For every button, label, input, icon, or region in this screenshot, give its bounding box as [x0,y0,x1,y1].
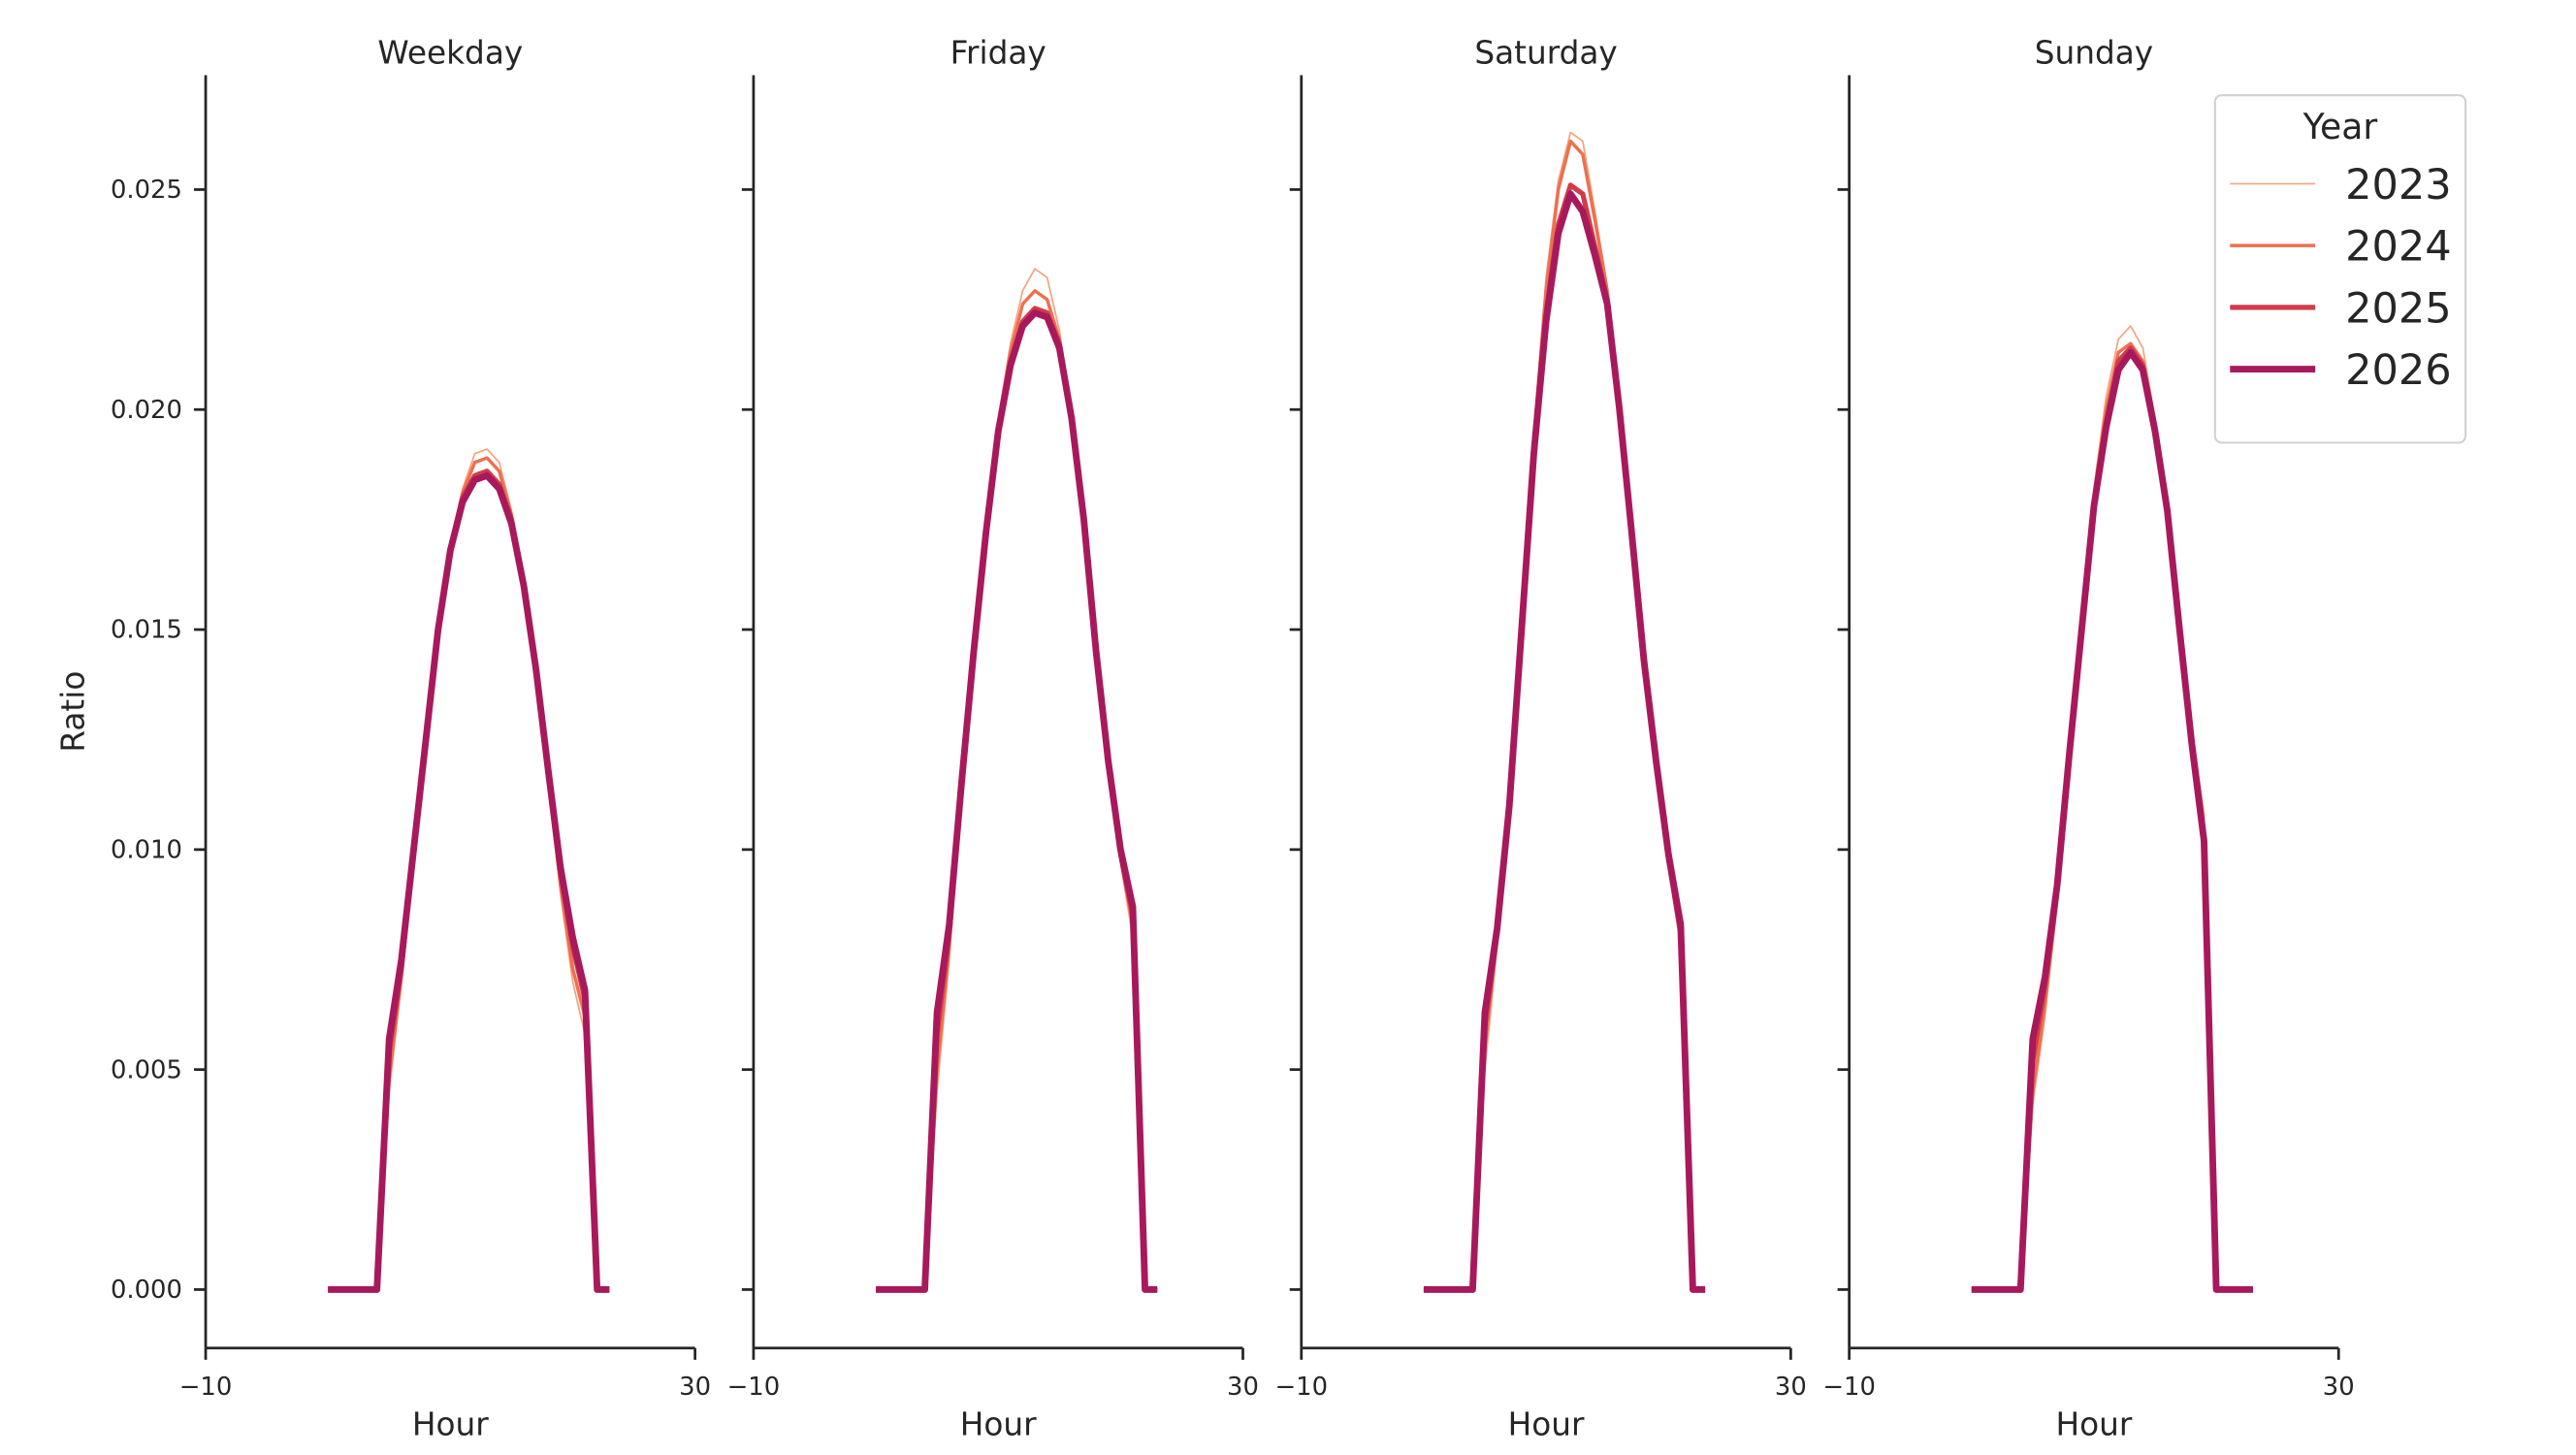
data-line [328,456,610,1292]
subplot: Weekday Hour Ratio 0.000 0.005 0.010 0.015 0.02… [54,34,711,1442]
subplot: Saturday Hour −10 30 [1275,34,1807,1442]
data-line [1423,182,1706,1293]
data-line [328,448,610,1291]
x-axis-label: Hour [960,1406,1037,1442]
data-line [328,471,610,1293]
legend-label: 2026 [2345,346,2452,395]
legend-label: 2025 [2345,284,2452,333]
y-tick-label: 0.000 [111,1276,182,1305]
data-line [1423,139,1706,1292]
legend: Year 2023 2024 2025 2026 [2213,94,2467,444]
x-axis-label: Hour [1508,1406,1585,1442]
y-axis-label: Ratio [54,671,91,753]
x-tick-label: 30 [2323,1373,2355,1402]
y-tick-label: 0.005 [111,1055,182,1084]
data-line [1423,131,1706,1291]
legend-box [2213,94,2467,444]
y-tick-label: 0.025 [111,176,182,205]
subplot: Friday Hour −10 30 [727,34,1259,1442]
subplot: Sunday Hour −10 30 Year 2023 2024 2025 2026 [1822,34,2467,1442]
x-tick-label: 30 [1775,1373,1807,1402]
subplot-title: Friday [950,34,1046,71]
x-axis-label: Hour [2056,1406,2133,1442]
y-tick-label: 0.020 [111,396,182,425]
x-tick-label: 30 [1227,1373,1259,1402]
y-tick-label: 0.015 [111,616,182,645]
legend-label: 2023 [2345,161,2452,210]
x-tick-label: −10 [1275,1373,1329,1402]
x-tick-label: −10 [727,1373,781,1402]
x-tick-label: 30 [679,1373,711,1402]
x-tick-label: −10 [179,1373,233,1402]
legend-title: Year [2302,106,2378,147]
x-axis-label: Hour [412,1406,489,1442]
data-line [328,469,610,1293]
data-line [876,308,1158,1293]
data-line [1971,348,2253,1293]
x-tick-label: −10 [1822,1373,1876,1402]
subplot-title: Saturday [1474,34,1617,71]
subplot-title: Sunday [2035,34,2153,71]
y-tick-label: 0.010 [111,835,182,864]
data-line [876,268,1158,1291]
legend-label: 2024 [2345,223,2452,272]
subplot-title: Weekday [377,34,523,71]
data-line [1423,190,1706,1293]
